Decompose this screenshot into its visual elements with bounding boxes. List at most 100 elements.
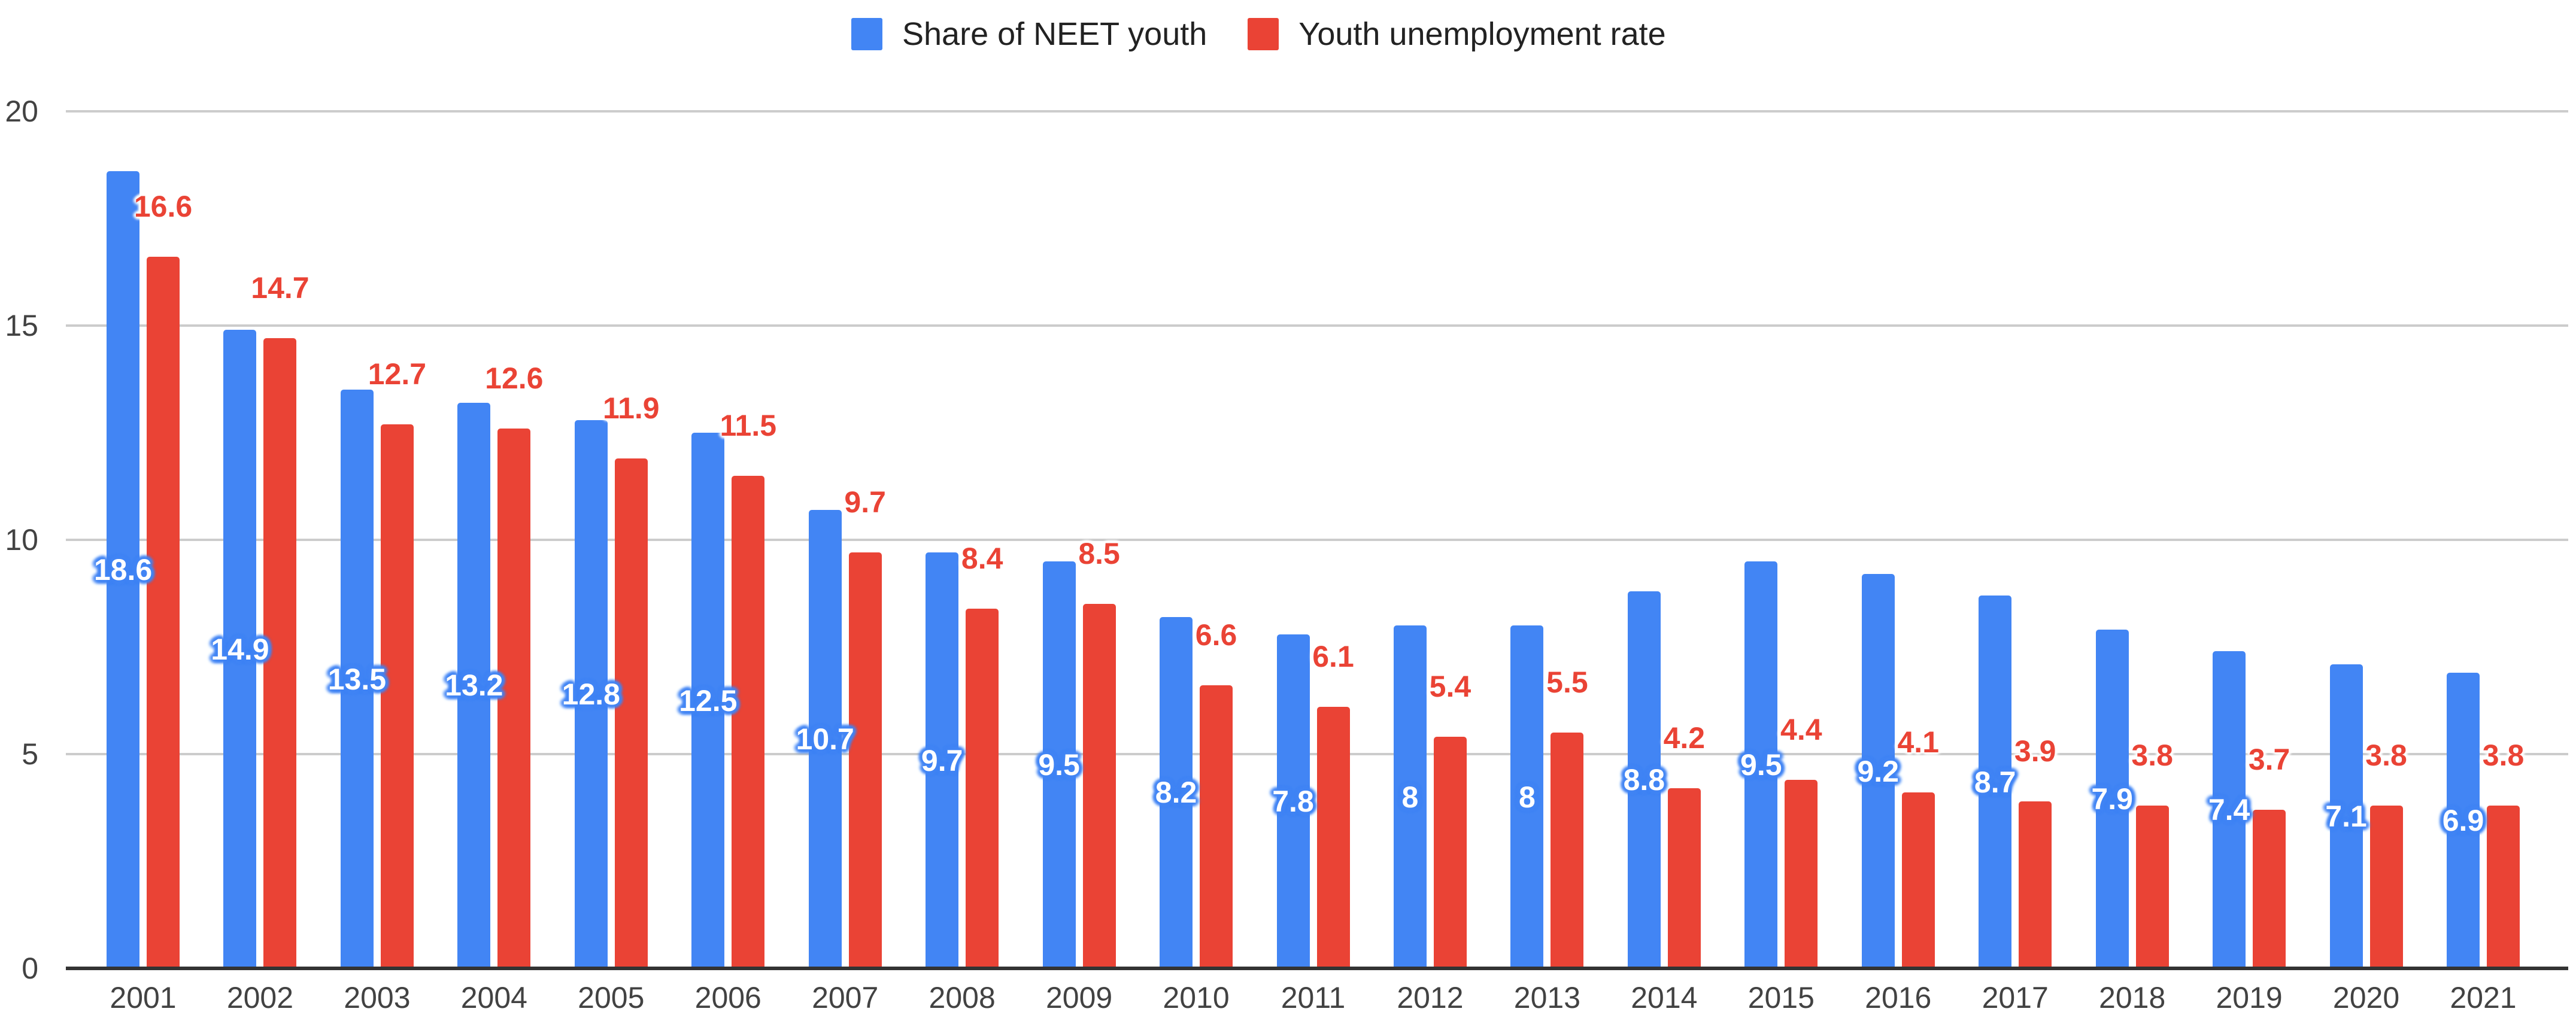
bar-neet-2003[interactable]	[340, 390, 374, 968]
bar-neet-2012[interactable]	[1393, 625, 1427, 968]
bar-neet-2013[interactable]	[1510, 625, 1544, 968]
value-label-unemployment-2020: 3.8	[2365, 738, 2407, 772]
bar-unemployment-2003[interactable]	[380, 424, 414, 968]
bar-unemployment-2005[interactable]	[614, 458, 648, 968]
bar-unemployment-2001[interactable]	[147, 257, 180, 968]
x-axis-label-2006: 2006	[694, 981, 761, 1014]
bar-neet-2005[interactable]	[574, 420, 608, 968]
value-label-neet-2008: 9.7	[921, 743, 963, 777]
bar-unemployment-2008[interactable]	[966, 608, 999, 968]
bar-unemployment-2017[interactable]	[2019, 801, 2052, 968]
value-label-neet-2013: 8	[1518, 780, 1536, 814]
value-label-unemployment-2004: 12.6	[485, 361, 544, 395]
x-axis-label-2004: 2004	[460, 981, 527, 1014]
bar-unemployment-2006[interactable]	[732, 475, 765, 968]
value-label-neet-2011: 7.8	[1272, 784, 1314, 818]
value-label-neet-2019: 7.4	[2208, 793, 2250, 827]
bar-unemployment-2014[interactable]	[1667, 788, 1701, 968]
x-axis-label-2012: 2012	[1397, 981, 1464, 1014]
bar-neet-2008[interactable]	[926, 552, 959, 968]
y-axis-label-5: 5	[22, 737, 38, 771]
x-axis-label-2005: 2005	[578, 981, 645, 1014]
y-gridline-15	[66, 324, 2568, 327]
bar-neet-2007[interactable]	[808, 509, 842, 968]
value-label-unemployment-2012: 5.4	[1429, 670, 1471, 704]
value-label-unemployment-2002: 14.7	[251, 271, 310, 305]
bar-unemployment-2019[interactable]	[2253, 810, 2286, 968]
x-axis-label-2009: 2009	[1045, 981, 1113, 1014]
legend-item-unemployment: Youth unemployment rate	[1248, 17, 1666, 51]
value-label-unemployment-2003: 12.7	[368, 357, 427, 391]
bar-unemployment-2011[interactable]	[1316, 707, 1350, 968]
value-label-neet-2012: 8	[1401, 780, 1419, 814]
value-label-unemployment-2014: 4.2	[1663, 721, 1706, 755]
value-label-unemployment-2016: 4.1	[1897, 725, 1940, 759]
y-axis-label-0: 0	[22, 952, 38, 985]
bar-unemployment-2013[interactable]	[1551, 733, 1584, 968]
value-label-unemployment-2019: 3.7	[2248, 743, 2290, 777]
x-axis-label-2014: 2014	[1631, 981, 1698, 1014]
x-axis-label-2020: 2020	[2332, 981, 2400, 1014]
value-label-unemployment-2018: 3.8	[2131, 738, 2173, 772]
value-label-neet-2018: 7.9	[2091, 782, 2133, 816]
x-axis-label-2019: 2019	[2216, 981, 2283, 1014]
bar-neet-2016[interactable]	[1861, 574, 1895, 968]
legend-label-neet: Share of NEET youth	[902, 16, 1207, 52]
chart-legend: Share of NEET youth Youth unemployment r…	[851, 17, 1666, 51]
value-label-neet-2003: 13.5	[327, 662, 387, 696]
x-axis-label-2021: 2021	[2450, 981, 2517, 1014]
bar-neet-2020[interactable]	[2329, 664, 2363, 968]
bar-neet-2015[interactable]	[1744, 561, 1778, 968]
value-label-neet-2016: 9.2	[1857, 754, 1900, 788]
bar-unemployment-2016[interactable]	[1901, 792, 1935, 968]
x-axis-label-2008: 2008	[929, 981, 996, 1014]
bar-unemployment-2004[interactable]	[497, 428, 531, 968]
bar-neet-2002[interactable]	[223, 330, 257, 968]
x-axis-label-2007: 2007	[812, 981, 879, 1014]
y-gridline-20	[66, 110, 2568, 113]
bar-unemployment-2010[interactable]	[1200, 685, 1233, 968]
bar-unemployment-2009[interactable]	[1082, 604, 1116, 968]
bar-neet-2017[interactable]	[1979, 596, 2012, 968]
bar-neet-2021[interactable]	[2447, 672, 2480, 968]
value-label-unemployment-2021: 3.8	[2482, 738, 2525, 772]
x-axis-label-2003: 2003	[344, 981, 411, 1014]
bar-neet-2010[interactable]	[1160, 616, 1193, 968]
bar-neet-2001[interactable]	[107, 171, 139, 968]
bar-unemployment-2002[interactable]	[263, 338, 297, 968]
value-label-unemployment-2011: 6.1	[1312, 640, 1354, 674]
value-label-unemployment-2010: 6.6	[1195, 618, 1237, 652]
value-label-neet-2017: 8.7	[1974, 765, 2016, 799]
bar-neet-2011[interactable]	[1276, 634, 1310, 968]
x-axis-label-2017: 2017	[1982, 981, 2049, 1014]
bar-unemployment-2018[interactable]	[2135, 805, 2169, 968]
bar-neet-2009[interactable]	[1042, 561, 1076, 968]
value-label-neet-2005: 12.8	[562, 677, 620, 711]
bar-unemployment-2021[interactable]	[2487, 805, 2520, 968]
x-axis-label-2001: 2001	[110, 981, 177, 1014]
legend-swatch-red-icon	[1248, 18, 1279, 50]
bar-neet-2014[interactable]	[1627, 591, 1661, 968]
legend-item-neet: Share of NEET youth	[851, 17, 1207, 51]
bar-neet-2006[interactable]	[691, 433, 725, 968]
bar-unemployment-2020[interactable]	[2369, 805, 2403, 968]
y-gridline-10	[66, 539, 2568, 541]
bar-neet-2019[interactable]	[2213, 651, 2246, 968]
value-label-neet-2007: 10.7	[796, 722, 854, 756]
bar-unemployment-2007[interactable]	[848, 552, 882, 968]
bar-neet-2004[interactable]	[457, 402, 491, 968]
legend-swatch-blue-icon	[851, 18, 882, 50]
value-label-unemployment-2007: 9.7	[844, 485, 886, 519]
bar-unemployment-2012[interactable]	[1433, 737, 1467, 968]
value-label-neet-2015: 9.5	[1740, 748, 1782, 782]
x-axis-label-2013: 2013	[1513, 981, 1581, 1014]
bar-unemployment-2015[interactable]	[1785, 779, 1818, 968]
y-axis-label-15: 15	[5, 309, 38, 342]
value-label-neet-2002: 14.9	[211, 632, 269, 666]
x-axis-label-2016: 2016	[1865, 981, 1932, 1014]
x-axis-label-2011: 2011	[1281, 981, 1346, 1014]
value-label-neet-2014: 8.8	[1623, 762, 1665, 797]
value-label-neet-2004: 13.2	[445, 669, 503, 703]
bar-neet-2018[interactable]	[2095, 630, 2129, 968]
value-label-neet-2020: 7.1	[2325, 799, 2367, 833]
